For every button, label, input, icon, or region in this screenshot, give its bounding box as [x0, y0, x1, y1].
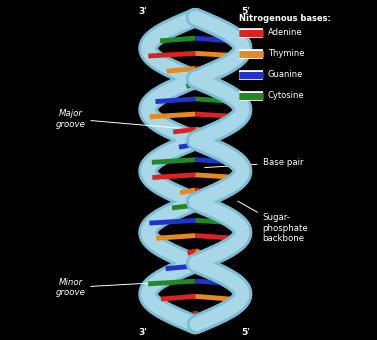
- Text: Thymine: Thymine: [268, 49, 304, 58]
- Text: Cytosine: Cytosine: [268, 91, 305, 100]
- Text: Sugar-
phosphate
backbone: Sugar- phosphate backbone: [238, 201, 308, 243]
- Text: 5': 5': [241, 7, 250, 16]
- Text: Major
groove: Major groove: [55, 109, 185, 129]
- Text: Base pair: Base pair: [205, 158, 303, 168]
- Text: 3': 3': [138, 328, 147, 337]
- Text: Adenine: Adenine: [268, 28, 302, 37]
- Text: Guanine: Guanine: [268, 70, 303, 79]
- Text: 5': 5': [241, 328, 250, 337]
- Text: Minor
groove: Minor groove: [55, 278, 188, 297]
- Text: Nitrogenous bases:: Nitrogenous bases:: [239, 14, 331, 23]
- Text: 3': 3': [138, 7, 147, 16]
